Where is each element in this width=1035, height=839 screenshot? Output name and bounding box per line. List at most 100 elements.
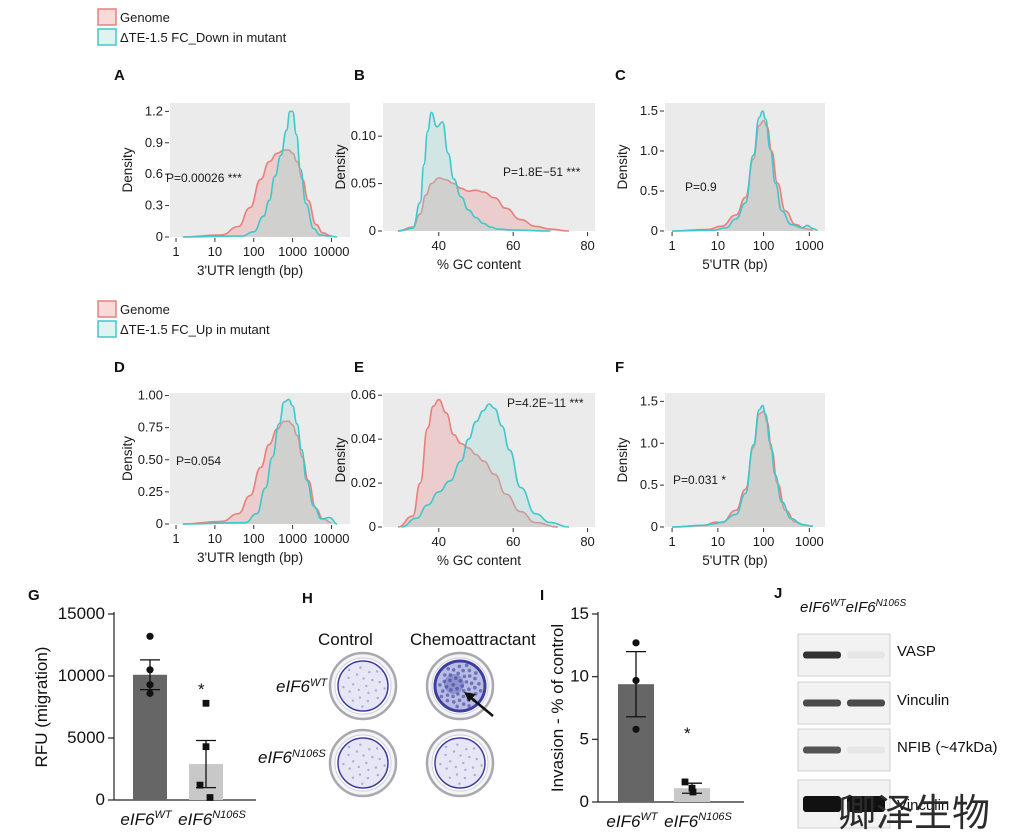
blot-vinculin-2 [797,779,891,829]
y-tick-label: 0 [156,229,163,244]
y-axis-title: Density [333,437,348,482]
h-column-control: Control [318,630,373,649]
y-tick-label: 0 [156,516,163,531]
x-category-label: eIF6N106S [178,809,246,829]
density-line-genome [182,149,332,238]
y-tick-label: 0.5 [640,183,658,198]
p-value-annotation: P=0.054 [176,454,221,468]
data-point [196,781,204,789]
y-tick-label: 0.5 [640,477,658,492]
density-line-mutant [182,110,338,238]
x-tick-label: 1 [172,244,179,259]
data-point [206,794,214,801]
x-tick-label: 1000 [795,534,824,549]
x-tick-label: 60 [506,534,520,549]
density-fill-mutant [672,405,813,527]
density-line-mutant [182,398,338,525]
density-line-genome [182,420,332,525]
y-tick-label: 0 [369,223,376,238]
x-tick-label: 10000 [313,531,349,546]
watermark-text: 卿泽生物 [838,791,990,835]
panel-label-c: C [615,67,626,84]
data-point [681,778,689,786]
data-point [202,699,210,707]
chart-g: 0 5000 10000 15000 RFU (migration) eIF6WT eIF6… [32,604,256,829]
x-tick-label: 10 [711,238,725,253]
density-fill-mutant [672,111,818,231]
y-axis-title: RFU (migration) [32,647,51,768]
panel-j-western-blot: eIF6WTeIF6N106S VASP Vinculin NFIB (~47k… [797,598,997,829]
legend-entry: Genome [120,10,170,25]
density-line-mutant [397,111,551,232]
data-point [688,784,696,792]
y-tick-label: 15 [570,604,589,623]
y-axis-title: Density [615,144,630,189]
x-tick-label: 80 [580,534,594,549]
density-line-genome [672,119,814,232]
chart-d: 1 10 100 1000 10000 0 0.25 0.50 0.75 1.00 3'UTR le… [120,388,350,565]
x-tick-label: 40 [432,238,446,253]
panel-label-a: A [114,67,125,84]
x-category-label: eIF6WT [606,811,658,831]
y-tick-label: 0.02 [351,475,376,490]
well-mut-control [328,728,398,798]
y-tick-label: 0.04 [351,431,376,446]
x-tick-label: 80 [580,238,594,253]
plot-area [383,103,595,231]
chart-a: 1 10 100 1000 10000 0 0.3 0.6 0.9 1.2 3'UTR length… [120,103,350,278]
plot-area [665,103,825,231]
y-axis-title: Density [120,436,135,481]
legend-mid: Genome ΔTE-1.5 FC_Up in mutant [97,300,270,338]
plot-area [170,393,350,524]
panel-label-i: I [540,587,544,604]
x-axis-title: 5'UTR (bp) [702,553,768,568]
x-axis-title: 3'UTR length (bp) [197,550,303,565]
x-tick-label: 100 [753,238,775,253]
j-band-label-vinculin-2: Vinculin [897,797,949,814]
panel-label-b: B [354,67,365,84]
density-fill-mutant [182,111,338,237]
data-point [146,666,154,674]
data-point [632,676,640,685]
density-fill-genome [672,120,813,231]
y-tick-label: 0.6 [145,166,163,181]
significance-star: * [198,680,205,699]
density-fill-genome [182,421,332,524]
blot-nfib [797,728,891,772]
y-tick-label: 1.00 [138,388,163,403]
y-tick-label: 0.9 [145,135,163,150]
x-tick-label: 40 [432,534,446,549]
legend-swatch [97,28,117,46]
h-row-wt: eIF6WT [276,677,328,696]
significance-star: * [684,724,691,743]
h-column-chemoattractant: Chemoattractant [410,630,536,649]
p-value-annotation: P=1.8E−51 *** [503,165,581,179]
h-row-mut: eIF6N106S [258,748,326,767]
x-axis-title: 3'UTR length (bp) [197,263,303,278]
legend-entry: Genome [120,302,170,317]
x-tick-label: 1000 [278,531,307,546]
y-axis-title: Density [333,144,348,189]
y-tick-label: 0 [651,223,658,238]
j-band-label-vasp: VASP [897,643,936,660]
density-line-mutant [401,403,570,528]
y-tick-label: 0.50 [138,452,163,467]
y-tick-label: 1.5 [640,103,658,118]
y-tick-label: 0.05 [351,176,376,191]
x-axis-title: % GC content [437,553,521,568]
x-tick-label: 10 [711,534,725,549]
density-line-mutant [672,404,814,528]
x-tick-label: 10 [208,531,222,546]
density-line-genome [397,177,570,232]
data-point [146,681,154,689]
x-tick-label: 100 [753,534,775,549]
x-category-label: eIF6WT [120,809,172,829]
blot-vinculin-1 [797,681,891,725]
y-tick-label: 10000 [58,666,105,685]
y-axis-title: Density [120,147,135,192]
y-tick-label: 5000 [67,728,105,747]
data-point [689,788,697,796]
data-point [632,639,640,647]
legend-swatch [97,300,117,318]
